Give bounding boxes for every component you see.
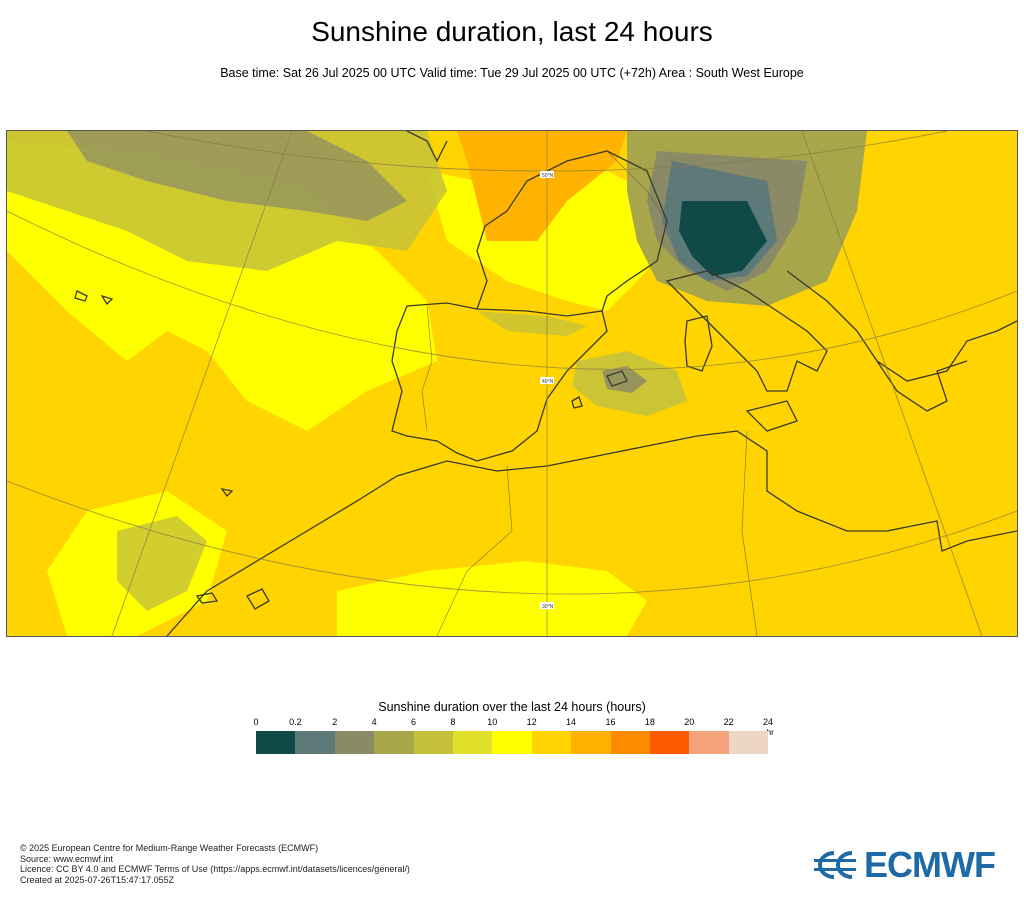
chart-subtitle: Base time: Sat 26 Jul 2025 00 UTC Valid … [220, 66, 804, 80]
field-south-yellow [337, 561, 647, 636]
coast-france [476, 150, 668, 312]
legend-swatch-3 [374, 731, 414, 754]
legend-swatch-1 [295, 731, 335, 754]
legend-swatch-8 [571, 731, 611, 754]
legend-swatch-4 [413, 731, 453, 754]
chart-title: Sunshine duration, last 24 hours [311, 16, 713, 47]
legend-tick-label: 0.2 [289, 717, 302, 727]
legend-swatch-6 [492, 731, 532, 754]
ecmwf-logo: ECMWF [812, 844, 1006, 885]
coastlines [74, 131, 1017, 636]
coast-balkans [786, 270, 1017, 382]
lat-label-30: 30°N [542, 604, 554, 610]
island-madeira [220, 488, 234, 498]
lat-label-bg-30 [540, 602, 554, 609]
border-morocco-algeria [436, 465, 513, 636]
legend-tick-label: 0 [253, 717, 259, 727]
lat-label-40: 40°N [542, 379, 554, 385]
coast-uk [406, 131, 448, 163]
legend-swatch-10 [649, 731, 690, 754]
legend-tick-label: 6 [411, 717, 417, 727]
meridian-east [801, 131, 983, 636]
legend-tick-label: 4 [371, 717, 377, 727]
island-canary-1 [195, 592, 219, 604]
legend-tick-label: 16 [605, 717, 616, 727]
legend-colorbar [256, 731, 769, 754]
border-algeria-libya [741, 430, 758, 636]
footer-copyright: © 2025 European Centre for Medium-Range … [20, 843, 319, 853]
graticule [7, 131, 1017, 636]
coast-sicily [745, 400, 798, 432]
island-balearic-2 [571, 396, 583, 409]
meridian-west [111, 131, 293, 636]
parallel-30n [7, 480, 1017, 595]
legend-tick-label: 20 [684, 717, 695, 727]
coast-north-africa [166, 430, 1017, 636]
field-ebro-cloud [477, 311, 587, 336]
footer-created: Created at 2025-07-26T15:47:17.055Z [20, 874, 175, 885]
legend-tick-label: 22 [723, 717, 734, 727]
legend-swatch-2 [334, 731, 375, 754]
legend-tick-label: 14 [566, 717, 577, 727]
field-nw-cloud-dark [67, 131, 407, 221]
parallel-40n [7, 210, 1017, 370]
footer-source: Source: www.ecmwf.int [20, 853, 114, 864]
legend-swatch-9 [610, 731, 650, 754]
border-spain-portugal [421, 305, 433, 432]
legend-tick-label: 18 [644, 717, 655, 727]
ecmwf-logo-text: ECMWF [864, 844, 996, 885]
footer: © 2025 European Centre for Medium-Range … [20, 843, 410, 885]
sunshine-map: 50°N 40°N 30°N [6, 130, 1018, 637]
lat-label-bg-40 [540, 377, 554, 384]
legend-ticks: 0 0.2 2 4 6 8 10 12 14 16 18 20 22 24 [253, 717, 773, 731]
coast-italy [665, 270, 828, 392]
ecmwf-logo-icon [814, 851, 856, 879]
coast-greece [876, 360, 968, 412]
legend-swatch-0 [256, 731, 296, 754]
legend-tick-label: 12 [526, 717, 537, 727]
island-azores-1 [74, 290, 88, 302]
island-azores-2 [100, 294, 114, 306]
footer-licence: Licence: CC BY 4.0 and ECMWF Terms of Us… [20, 864, 410, 874]
legend-tick-label: 2 [332, 717, 338, 727]
legend-swatch-12 [728, 731, 769, 754]
field-alps-cloud-core [679, 201, 767, 276]
coast-iberia [391, 302, 608, 462]
legend-unit: -hr [764, 728, 774, 737]
lat-label-bg-50 [540, 171, 554, 178]
legend-title: Sunshine duration over the last 24 hours… [378, 700, 646, 714]
legend-tick-label: 24 [762, 717, 774, 727]
legend-tick-label: 10 [487, 717, 498, 727]
map-svg: 50°N 40°N 30°N [7, 131, 1017, 636]
legend-tick-label: 8 [450, 717, 456, 727]
border-france-germany [606, 150, 668, 222]
legend-swatch-11 [689, 731, 729, 754]
lat-labels: 50°N 40°N 30°N [540, 171, 554, 610]
legend-swatch-5 [452, 731, 493, 754]
field-france-orange [457, 131, 627, 241]
lat-label-50: 50°N [542, 173, 554, 179]
country-borders [421, 150, 758, 636]
island-balearic-1 [606, 370, 628, 387]
legend-swatch-7 [531, 731, 572, 754]
coast-sardinia [684, 315, 713, 372]
island-canary-2 [246, 588, 270, 610]
